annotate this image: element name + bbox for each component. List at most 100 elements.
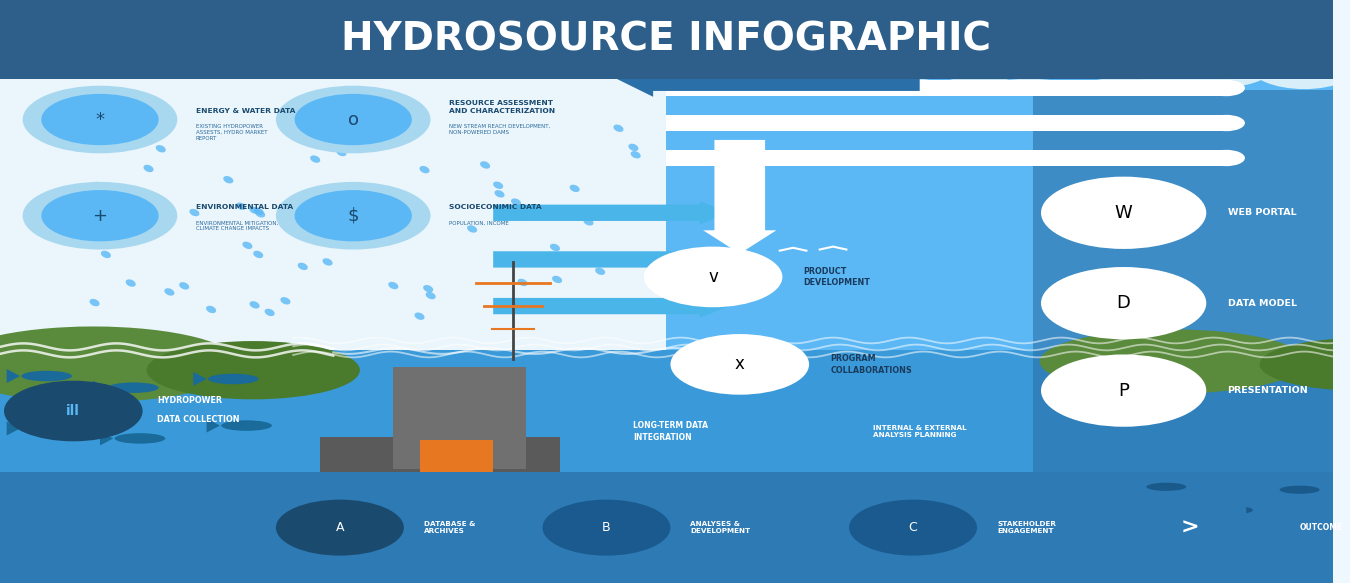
FancyArrow shape	[493, 201, 729, 224]
Circle shape	[1208, 115, 1245, 131]
Text: x: x	[734, 356, 745, 373]
Text: RESOURCE ASSESSMENT
AND CHARACTERIZATION: RESOURCE ASSESSMENT AND CHARACTERIZATION	[450, 100, 555, 114]
Circle shape	[42, 190, 158, 241]
Ellipse shape	[22, 423, 72, 434]
FancyArrow shape	[610, 55, 919, 97]
Ellipse shape	[117, 104, 128, 111]
Ellipse shape	[223, 176, 234, 184]
Ellipse shape	[336, 149, 347, 156]
Text: A: A	[336, 521, 344, 534]
Polygon shape	[7, 422, 20, 436]
Text: *: *	[96, 111, 104, 128]
Ellipse shape	[552, 276, 562, 283]
Ellipse shape	[493, 181, 504, 189]
Ellipse shape	[155, 145, 166, 153]
Ellipse shape	[570, 185, 579, 192]
Text: SOCIOECONIMIC DATA: SOCIOECONIMIC DATA	[450, 204, 541, 210]
Circle shape	[849, 500, 977, 556]
Ellipse shape	[1280, 486, 1319, 494]
Ellipse shape	[423, 285, 433, 293]
Circle shape	[946, 23, 1066, 76]
Ellipse shape	[189, 209, 200, 216]
FancyBboxPatch shape	[1133, 505, 1246, 550]
Text: v: v	[709, 268, 718, 286]
Circle shape	[1168, 5, 1338, 79]
Ellipse shape	[144, 213, 155, 220]
Ellipse shape	[549, 244, 560, 251]
Text: WEB PORTAL: WEB PORTAL	[1227, 208, 1296, 217]
Ellipse shape	[255, 210, 265, 217]
Ellipse shape	[115, 433, 165, 444]
Ellipse shape	[595, 268, 605, 275]
FancyBboxPatch shape	[667, 150, 1226, 166]
FancyArrow shape	[493, 294, 729, 318]
Circle shape	[42, 94, 158, 145]
Ellipse shape	[265, 309, 274, 316]
Circle shape	[1041, 354, 1207, 427]
Ellipse shape	[323, 258, 332, 266]
Ellipse shape	[108, 382, 158, 393]
FancyArrow shape	[703, 140, 776, 254]
Circle shape	[1249, 40, 1350, 89]
Ellipse shape	[1146, 483, 1187, 491]
Ellipse shape	[78, 142, 88, 149]
Ellipse shape	[180, 282, 189, 290]
Circle shape	[23, 182, 177, 250]
Text: POPULATION, INCOME: POPULATION, INCOME	[450, 220, 509, 226]
Text: STAKEHOLDER
ENGAGEMENT: STAKEHOLDER ENGAGEMENT	[998, 521, 1056, 535]
Ellipse shape	[207, 305, 216, 313]
Text: >: >	[1180, 518, 1199, 538]
Ellipse shape	[1040, 329, 1307, 394]
Text: D: D	[1116, 294, 1130, 312]
Ellipse shape	[254, 251, 263, 258]
Circle shape	[23, 86, 177, 153]
Text: B: B	[602, 521, 610, 534]
Ellipse shape	[126, 279, 136, 287]
Ellipse shape	[389, 282, 398, 289]
Text: DATABASE &
ARCHIVES: DATABASE & ARCHIVES	[424, 521, 475, 535]
Circle shape	[860, 41, 953, 82]
Polygon shape	[93, 381, 107, 395]
Text: OUTCOME: OUTCOME	[1300, 523, 1343, 532]
Polygon shape	[207, 419, 220, 433]
Ellipse shape	[1212, 506, 1253, 514]
Ellipse shape	[165, 288, 174, 296]
Ellipse shape	[254, 208, 263, 215]
Ellipse shape	[583, 218, 594, 226]
Text: $: $	[347, 207, 359, 224]
Ellipse shape	[93, 182, 103, 189]
Ellipse shape	[147, 341, 360, 399]
Text: ENERGY & WATER DATA: ENERGY & WATER DATA	[196, 108, 296, 114]
Text: INTERNAL & EXTERNAL
ANALYSIS PLANNING: INTERNAL & EXTERNAL ANALYSIS PLANNING	[873, 424, 967, 438]
Ellipse shape	[112, 113, 123, 120]
Ellipse shape	[613, 125, 624, 132]
Text: ANALYSES &
DEVELOPMENT: ANALYSES & DEVELOPMENT	[690, 521, 751, 535]
Text: ENVIRONMENTAL DATA: ENVIRONMENTAL DATA	[196, 204, 293, 210]
Ellipse shape	[517, 307, 526, 314]
Ellipse shape	[298, 263, 308, 270]
FancyBboxPatch shape	[420, 440, 493, 472]
Ellipse shape	[310, 156, 320, 163]
Ellipse shape	[250, 206, 259, 214]
Circle shape	[1208, 150, 1245, 166]
Ellipse shape	[414, 312, 424, 320]
Circle shape	[929, 39, 1030, 83]
Text: C: C	[909, 521, 918, 534]
Ellipse shape	[86, 108, 97, 115]
Text: W: W	[1115, 204, 1133, 222]
Polygon shape	[100, 431, 113, 445]
Ellipse shape	[517, 213, 526, 221]
Circle shape	[4, 381, 143, 441]
Ellipse shape	[417, 118, 428, 126]
Text: HYDROPOWER: HYDROPOWER	[158, 396, 223, 405]
Ellipse shape	[143, 165, 154, 172]
FancyArrow shape	[493, 248, 729, 271]
Ellipse shape	[208, 374, 259, 384]
Circle shape	[275, 86, 431, 153]
Circle shape	[895, 9, 1052, 78]
FancyBboxPatch shape	[0, 79, 667, 361]
Text: LONG-TERM DATA
INTEGRATION: LONG-TERM DATA INTEGRATION	[633, 421, 709, 442]
Text: DATA MODEL: DATA MODEL	[1227, 298, 1296, 308]
Circle shape	[964, 23, 1095, 80]
Ellipse shape	[250, 301, 259, 308]
